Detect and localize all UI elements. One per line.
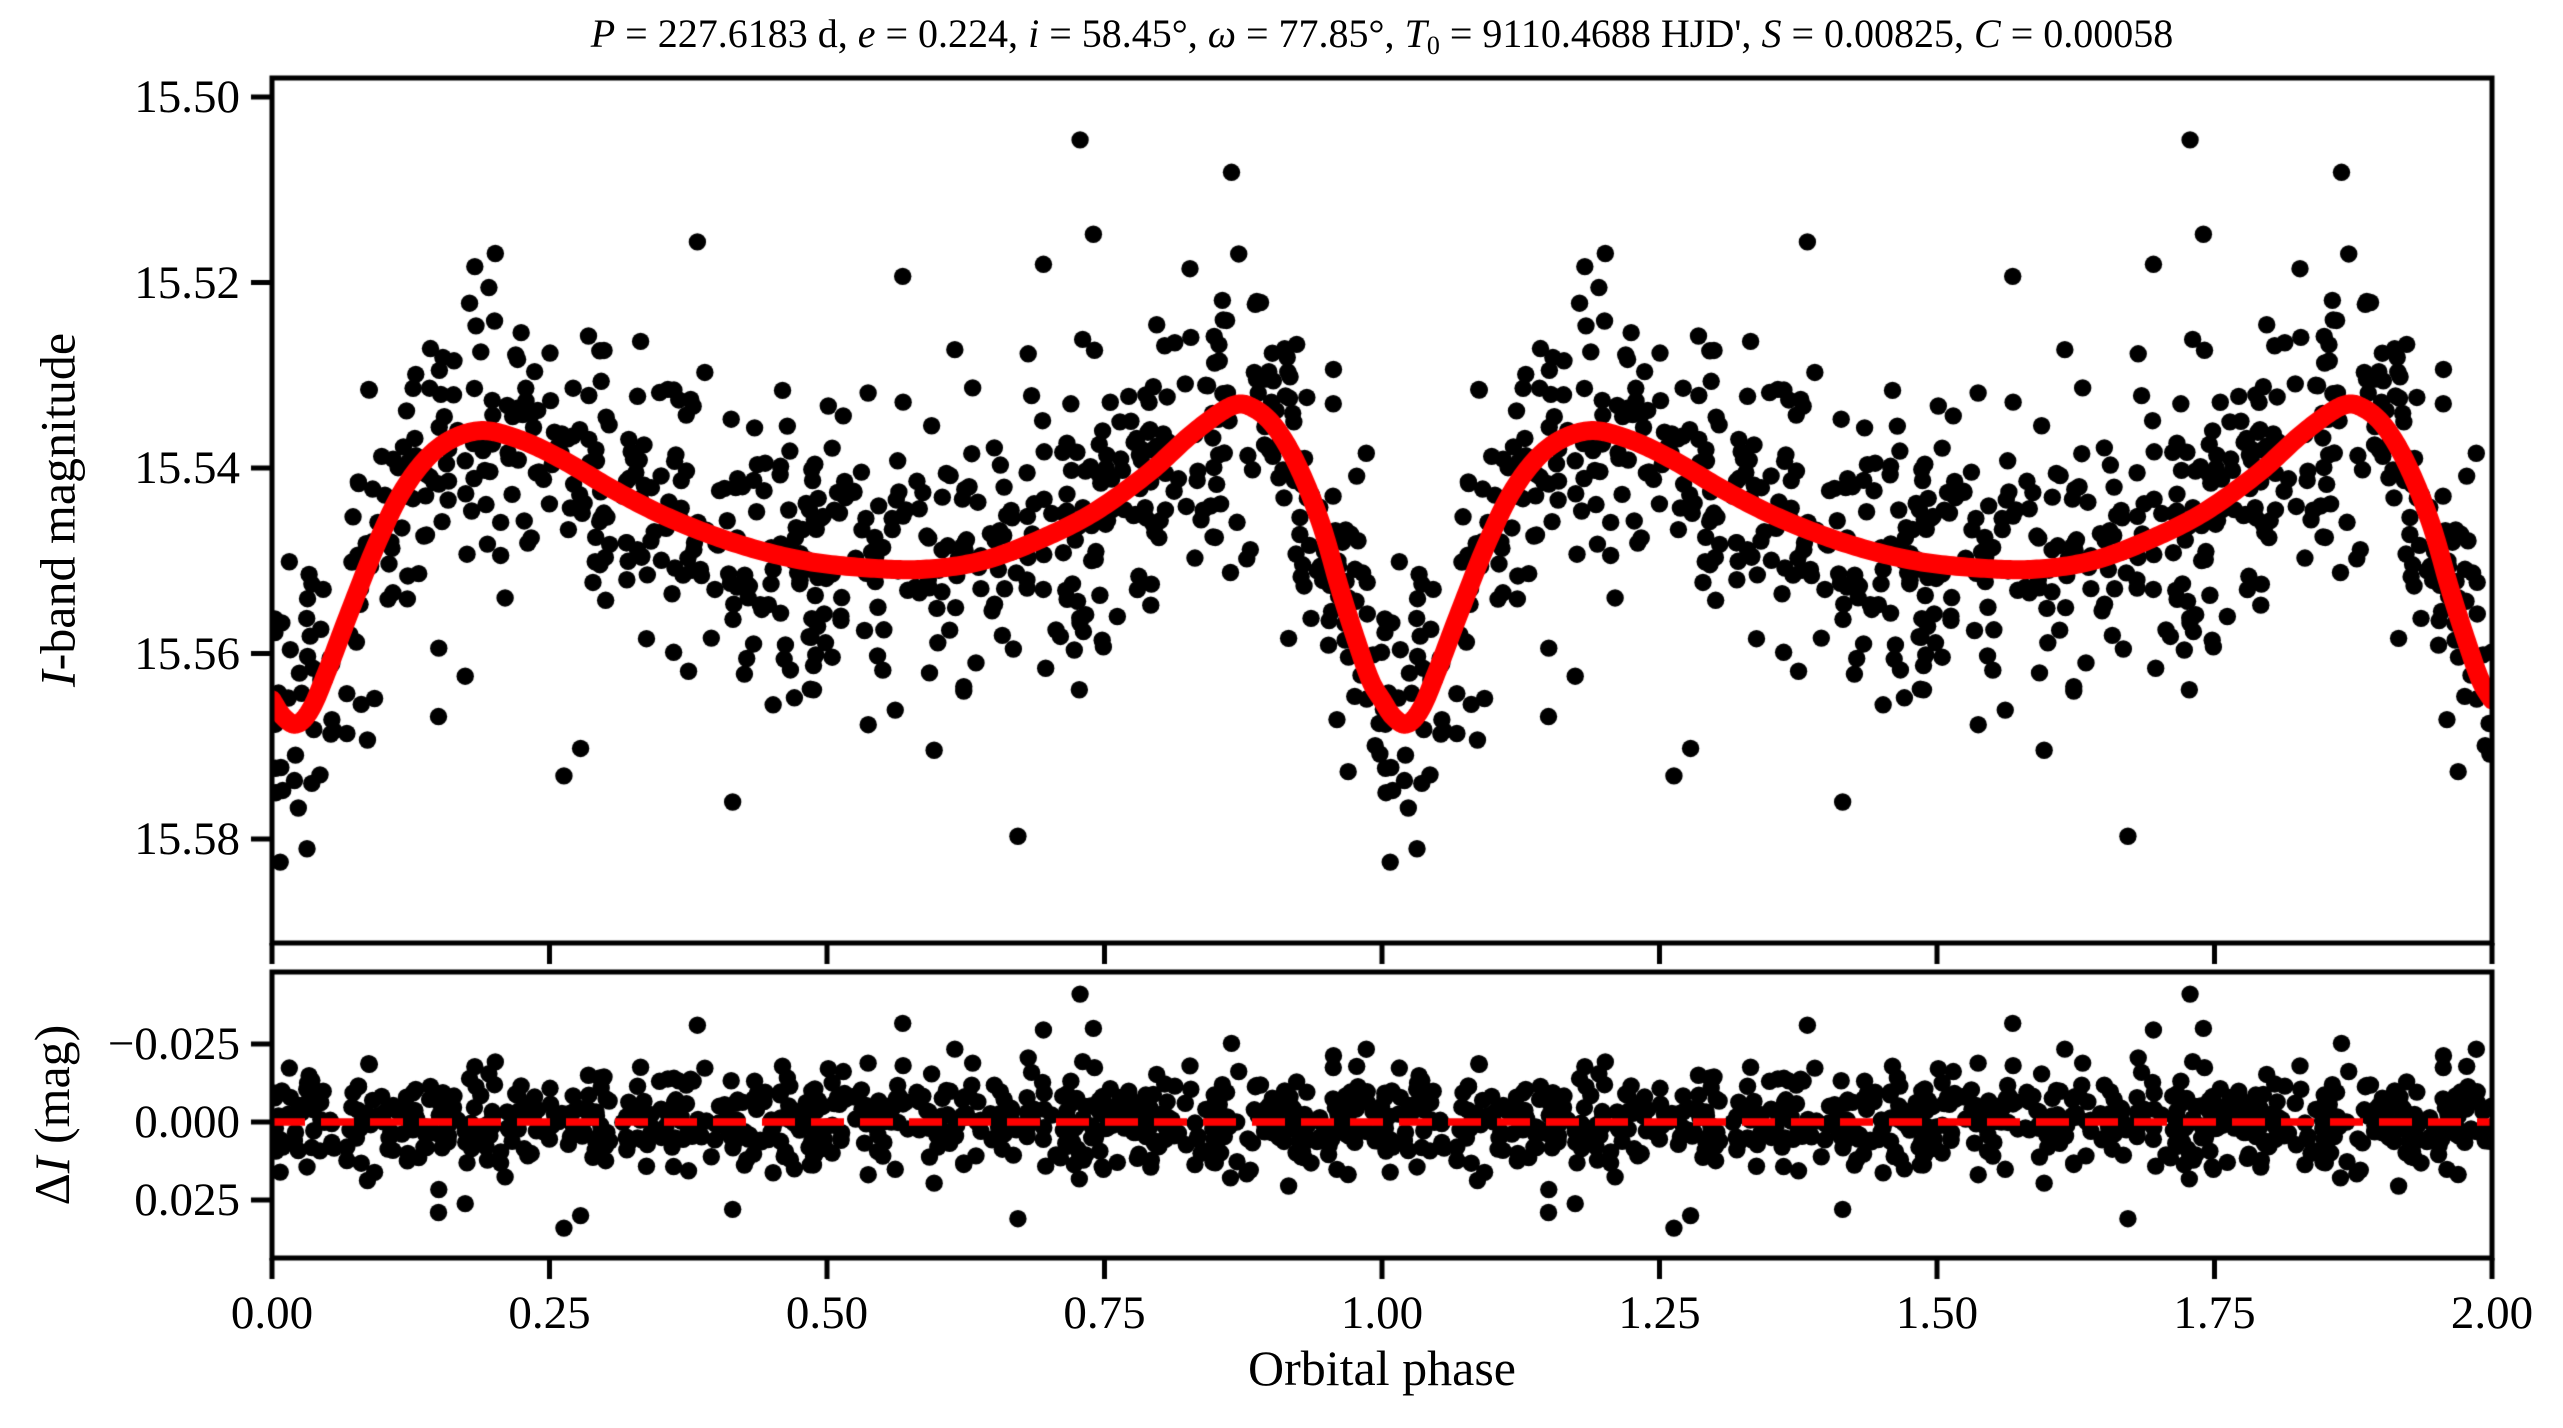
- y-tick-label-0.025: 0.025: [134, 1174, 240, 1226]
- y-tick-label-15.50: 15.50: [134, 71, 240, 123]
- x-tick-label-0.75: 0.75: [1063, 1287, 1146, 1339]
- text-segment: = 58.45°,: [1039, 11, 1208, 56]
- y-tick-label-−0.025: −0.025: [107, 1018, 240, 1070]
- x-tick-label-1.25: 1.25: [1618, 1287, 1701, 1339]
- text-segment: = 77.85°,: [1236, 11, 1405, 56]
- text-segment: = 0.00825,: [1781, 11, 1974, 56]
- x-tick-label-2.00: 2.00: [2450, 1287, 2534, 1339]
- x-tick-label-1.50: 1.50: [1895, 1287, 1979, 1339]
- text-segment: e: [857, 11, 876, 56]
- y-axis-label-magnitude: I-band magnitude: [29, 78, 86, 943]
- y-tick-label-0.000: 0.000: [134, 1096, 240, 1148]
- x-tick-label-0.50: 0.50: [785, 1287, 869, 1339]
- y-tick-label-15.54: 15.54: [134, 442, 240, 494]
- x-tick-label-1.75: 1.75: [2173, 1287, 2256, 1339]
- text-segment: = 0.224,: [875, 11, 1029, 56]
- chart-title: P = 227.6183 d, e = 0.224, i = 58.45°, ω…: [272, 12, 2492, 61]
- y-tick-label-15.56: 15.56: [134, 627, 240, 680]
- x-axis-label: Orbital phase: [1248, 1340, 1516, 1396]
- y-tick-label-15.52: 15.52: [134, 256, 240, 309]
- y-tick-label-15.58: 15.58: [134, 813, 240, 865]
- x-tick-label-1.00: 1.00: [1340, 1287, 1424, 1339]
- text-segment: S: [1761, 11, 1782, 56]
- text-segment: ω: [1207, 11, 1236, 56]
- x-tick-label-0.00: 0.00: [230, 1287, 314, 1339]
- text-segment: i: [1028, 11, 1040, 56]
- text-segment: P: [590, 11, 616, 56]
- text-segment: T: [1404, 11, 1427, 56]
- text-segment: -band magnitude: [29, 332, 86, 671]
- text-segment: I: [24, 1156, 80, 1174]
- text-segment: = 227.6183 d,: [615, 11, 858, 56]
- text-segment: C: [1974, 11, 2001, 56]
- text-segment: = 9110.4688 HJD',: [1439, 11, 1762, 56]
- text-segment: = 0.00058: [2000, 11, 2174, 56]
- text-segment: 0: [1426, 31, 1440, 61]
- x-tick-label-0.25: 0.25: [508, 1287, 591, 1339]
